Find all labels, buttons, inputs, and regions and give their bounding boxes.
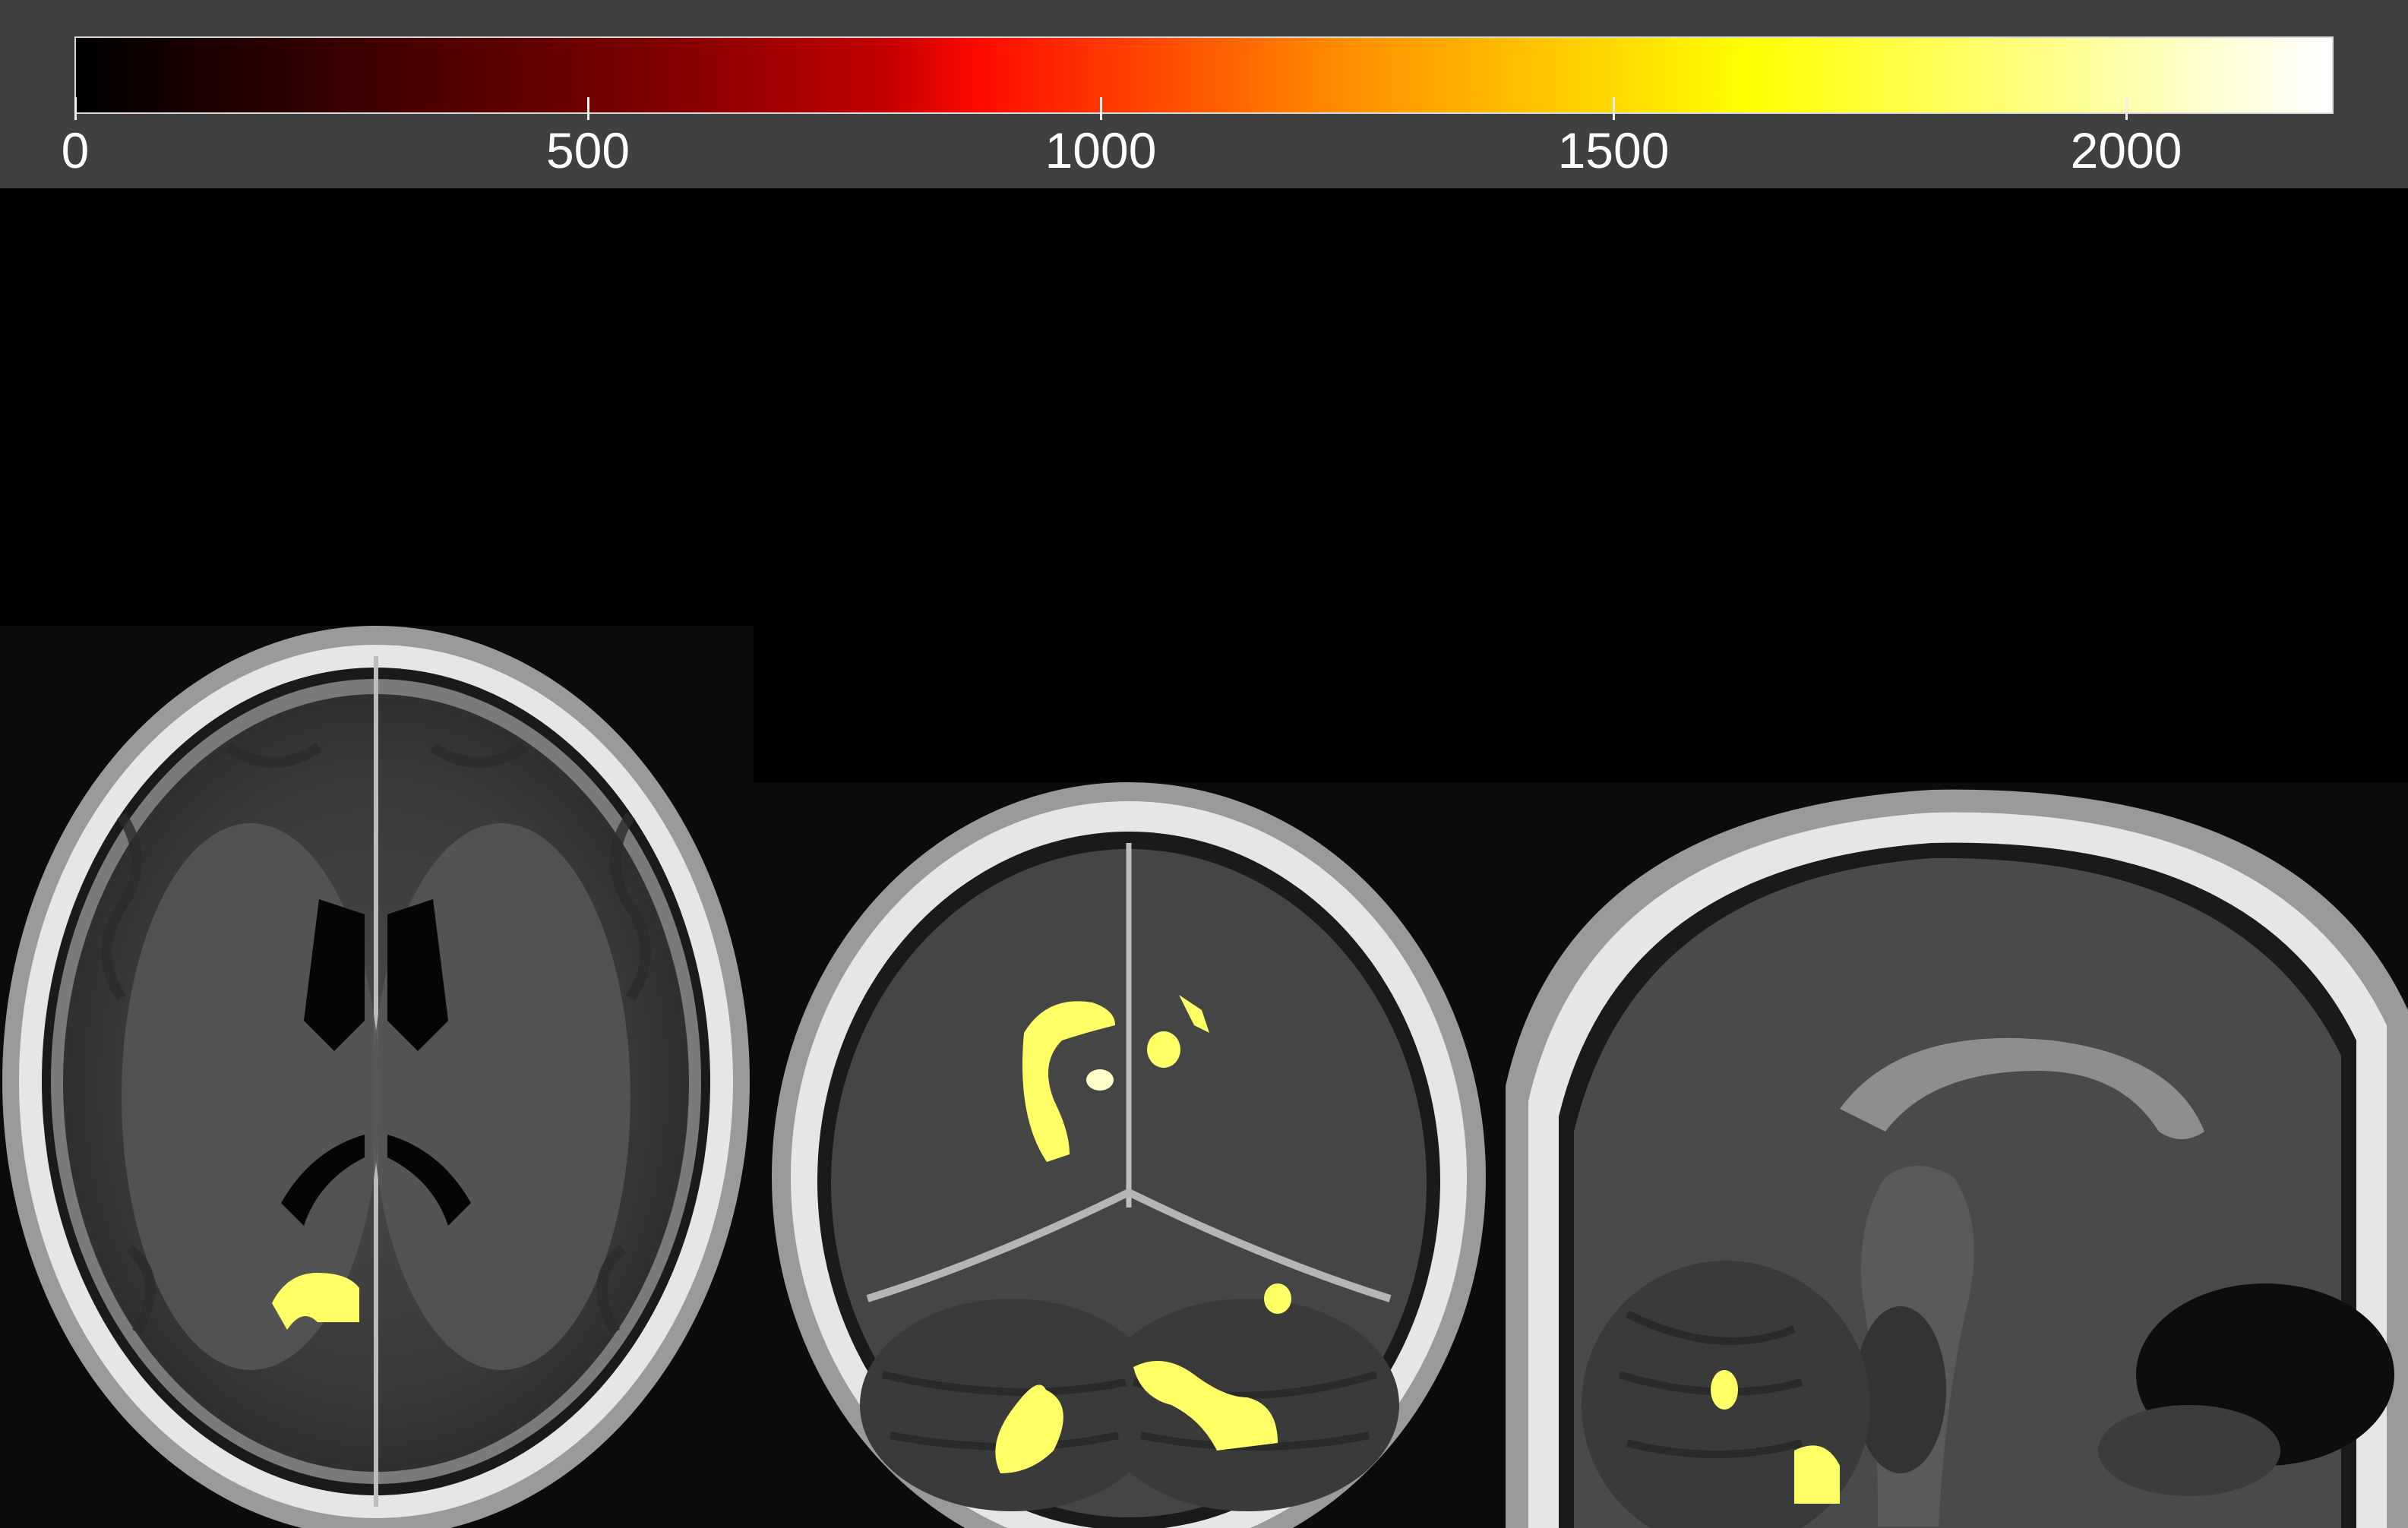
- colorbar-gradient[interactable]: [74, 36, 2334, 114]
- colorbar-tick-mark: [1100, 97, 1102, 120]
- colorbar-panel: 0 500 1000 1500 2000: [0, 0, 2408, 188]
- colorbar-tick-mark: [74, 97, 77, 120]
- colorbar-tick-mark: [2125, 97, 2128, 120]
- colorbar-tick-label: 1500: [1557, 122, 1670, 178]
- colorbar-tick-label: 0: [61, 122, 90, 178]
- colorbar-tick-mark: [587, 97, 589, 120]
- colorbar-tick-label: 500: [545, 122, 630, 178]
- sagittal-slice-image: [1506, 782, 2408, 1528]
- colorbar-tick-mark: [1613, 97, 1615, 120]
- colorbar-tick-label: 1000: [1044, 122, 1157, 178]
- sagittal-activation-blob: [1711, 1370, 1738, 1410]
- axial-slice-image: [0, 626, 754, 1528]
- axial-view[interactable]: [0, 626, 754, 1528]
- coronal-view[interactable]: [754, 782, 1506, 1528]
- coronal-activation-blob: [1022, 1001, 1115, 1162]
- coronal-slice-image: [754, 782, 1506, 1528]
- axial-activation-blob: [272, 1273, 359, 1330]
- colorbar-tick-label: 2000: [2070, 122, 2182, 178]
- sagittal-view[interactable]: [1506, 782, 2408, 1528]
